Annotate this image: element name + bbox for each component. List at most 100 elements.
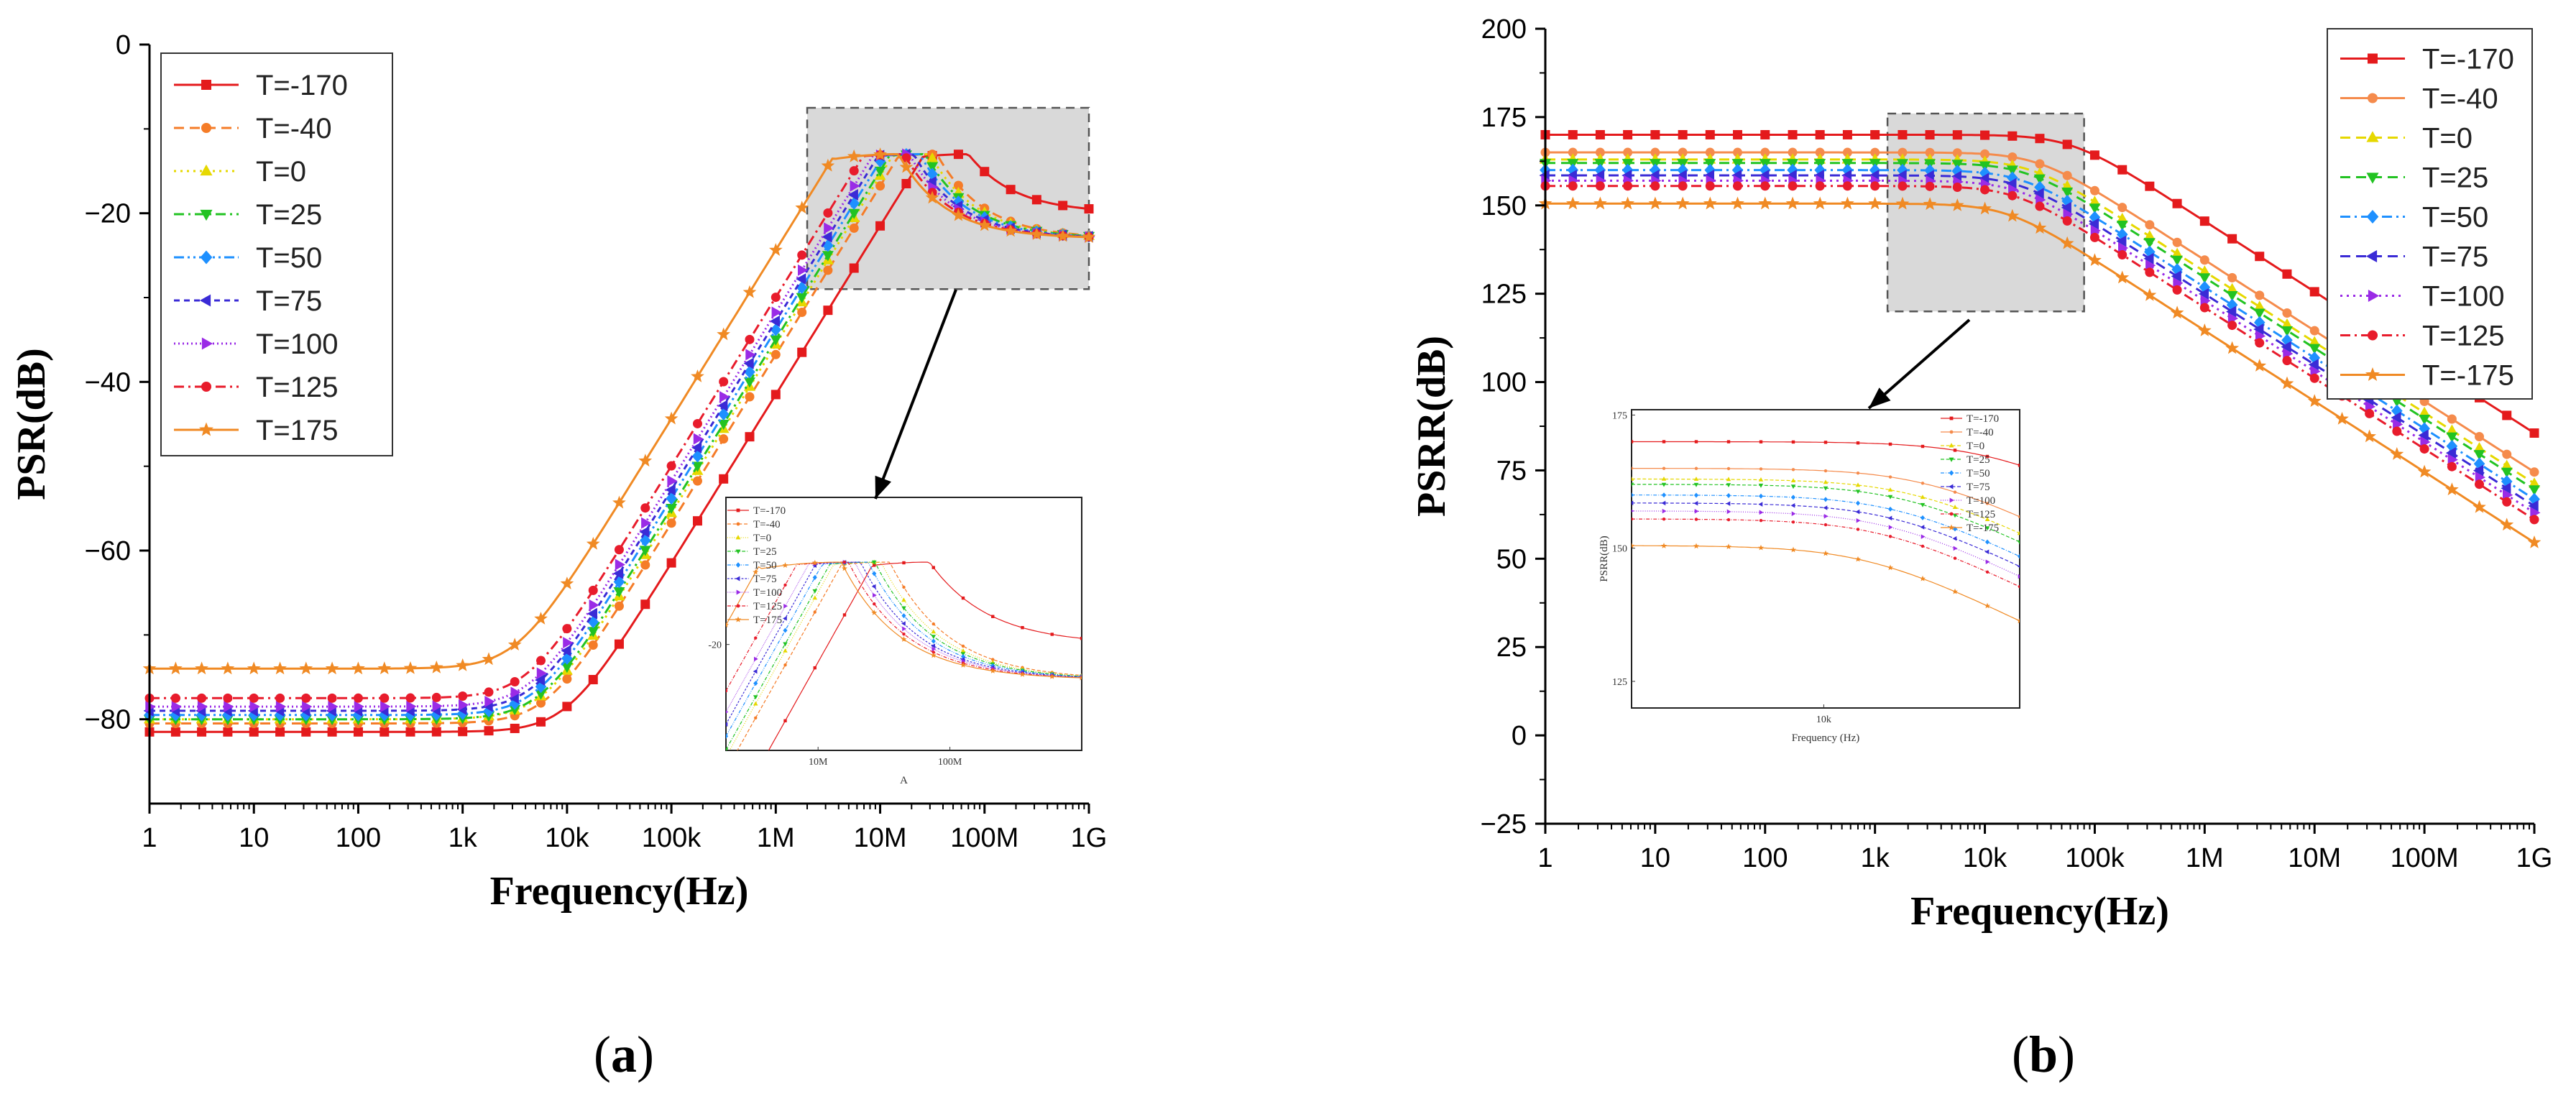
inset-data-point	[1952, 536, 1957, 541]
data-point	[1952, 183, 1962, 193]
data-point	[2171, 255, 2184, 266]
data-point	[612, 495, 626, 509]
data-point	[171, 701, 182, 713]
inset-data-point	[754, 716, 758, 720]
inset-data-point	[754, 656, 758, 662]
data-point	[223, 693, 233, 703]
data-point	[901, 153, 911, 163]
y-tick-label: 25	[1496, 633, 1527, 663]
inset-legend-entry: T=100	[753, 587, 782, 599]
data-point	[1003, 224, 1018, 237]
data-point	[2472, 464, 2484, 477]
data-point	[2115, 270, 2130, 284]
inset-data-point	[782, 562, 788, 568]
data-point	[2088, 218, 2099, 230]
inset-data-point	[1632, 517, 1634, 521]
series-T=175	[142, 147, 1096, 675]
data-point	[249, 701, 260, 713]
inset-data-point	[2017, 530, 2020, 535]
data-point	[2089, 203, 2101, 214]
data-point	[2227, 272, 2237, 282]
inset-data-point	[1632, 492, 1634, 498]
inset-data-point	[1759, 518, 1763, 523]
data-point	[586, 536, 600, 550]
data-point	[978, 218, 992, 231]
inset-data-point	[1856, 471, 1860, 475]
data-point	[1703, 196, 1717, 210]
inset-legend-entry: T=50	[753, 560, 777, 571]
inset-data-point	[1759, 467, 1763, 471]
data-point	[1595, 129, 1605, 139]
data-point	[589, 599, 599, 611]
inset-y-tick-label: -20	[708, 640, 722, 651]
data-point	[2226, 305, 2237, 318]
inset-data-point	[873, 564, 876, 567]
data-point	[2280, 376, 2294, 390]
data-point	[953, 180, 963, 190]
data-point	[2255, 290, 2265, 300]
data-point	[1621, 196, 1635, 210]
legend-entry: T=-40	[256, 113, 332, 144]
data-point	[717, 327, 731, 341]
data-point	[666, 461, 676, 471]
data-point	[2117, 165, 2128, 175]
inset-data-point	[726, 710, 729, 714]
data-point	[2145, 267, 2155, 277]
legend-swatch-marker	[2366, 173, 2379, 184]
data-point	[2227, 234, 2237, 244]
data-point	[665, 484, 676, 496]
data-point	[2418, 429, 2429, 441]
data-point	[769, 315, 780, 327]
y-tick-label: 75	[1496, 456, 1527, 486]
legend-entry: T=175	[256, 415, 339, 446]
y-tick-label: 175	[1481, 103, 1527, 133]
data-point	[432, 700, 443, 712]
inset-data-point	[931, 629, 937, 634]
inset-data-point	[1953, 546, 1958, 551]
data-point	[692, 418, 702, 428]
inset-curves	[726, 559, 1082, 750]
legend-swatch-marker	[201, 337, 213, 350]
data-point	[638, 454, 653, 467]
inset-data-point	[1888, 525, 1893, 530]
data-point	[351, 661, 365, 675]
inset-data-point	[931, 643, 935, 648]
x-tick-label: 1M	[2186, 843, 2224, 873]
data-point	[1815, 181, 1825, 191]
data-point	[745, 432, 755, 442]
inset-data-point	[1791, 440, 1795, 444]
x-tick-label: 100M	[950, 823, 1018, 853]
data-point	[2033, 221, 2047, 234]
inset-data-point	[812, 589, 818, 594]
data-point	[168, 661, 183, 675]
data-point	[2309, 344, 2321, 354]
data-point	[744, 365, 755, 379]
data-point	[980, 167, 990, 177]
data-point	[2419, 415, 2431, 426]
y-tick-label: 0	[116, 30, 131, 60]
inset-y-tick-label: 125	[1612, 677, 1627, 688]
inset-data-point	[841, 565, 848, 571]
inset-data-point	[753, 569, 759, 575]
inset-y-tick-label: 175	[1612, 410, 1627, 421]
data-point	[1979, 161, 1991, 172]
inset-data-point	[1856, 441, 1860, 445]
inset-legend-marker	[1949, 512, 1954, 516]
inset-data-point	[932, 566, 935, 569]
data-point	[823, 305, 833, 316]
data-point	[664, 411, 678, 425]
inset-data-point	[1726, 492, 1731, 498]
inset-data-point	[1823, 469, 1828, 473]
data-point	[2529, 467, 2539, 477]
y-tick-label: −20	[85, 199, 131, 229]
data-point	[2527, 535, 2542, 548]
data-point	[1815, 147, 1825, 157]
data-point	[2502, 497, 2512, 507]
data-point	[1898, 181, 1908, 191]
legend-entry: T=0	[256, 156, 306, 188]
data-point	[1568, 147, 1578, 157]
data-point	[1058, 201, 1068, 211]
data-point	[429, 660, 443, 673]
legend-swatch-marker	[2365, 367, 2380, 382]
y-tick-label: 50	[1496, 544, 1527, 574]
